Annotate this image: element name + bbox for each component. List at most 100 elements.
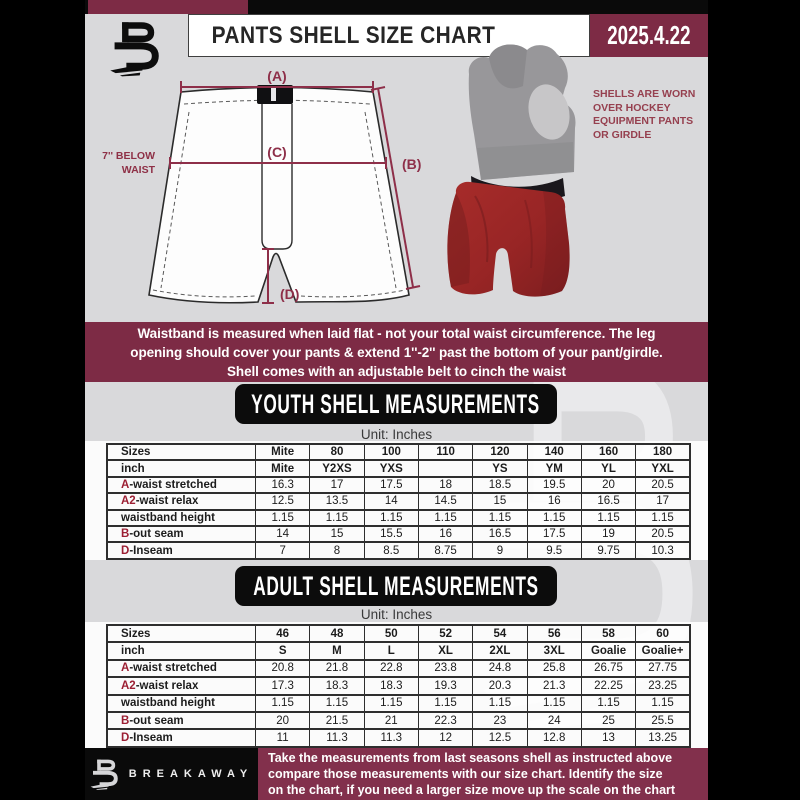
- cell-value: 25.5: [635, 710, 691, 731]
- table-row: A2-waist relax 12.5 13.5 14 14.5 15 16 16.5 17: [106, 492, 691, 511]
- table-row: waistband height 1.15 1.15 1.15 1.15 1.15 1.15…: [106, 508, 691, 527]
- row-label: A-waist stretched: [106, 658, 256, 679]
- cell-value: 8.5: [363, 541, 419, 560]
- cell-value: 20: [580, 475, 637, 495]
- youth-section-title: YOUTH SHELL MEASUREMENTS: [251, 388, 541, 419]
- waist-note-line1: 7'' BELOW: [102, 150, 155, 162]
- shell-product-photo: [447, 44, 576, 297]
- row-label: inch: [106, 459, 256, 478]
- cell-value: 56: [526, 623, 582, 644]
- cell-value: 20.5: [635, 475, 691, 495]
- footer: BREAKAWAY Take the measurements from las…: [85, 748, 708, 800]
- cell-value: 1.15: [580, 508, 637, 527]
- table-row: B-out seam 20 21.5 21 22.3 23 24 25 25.5: [106, 710, 691, 731]
- cell-value: YL: [580, 459, 637, 478]
- cell-value: 12: [417, 728, 474, 748]
- row-label: B-out seam: [106, 710, 256, 731]
- cell-value: 1.15: [472, 508, 528, 527]
- cell-value: 17.5: [363, 475, 419, 495]
- label-a: (A): [267, 68, 286, 84]
- table-row: inch Mite Y2XS YXS YS YM YL YXL: [106, 459, 691, 478]
- shell-measurement-diagram: (A) (B) (C) (D) 7'' BELOW WAIST: [102, 44, 576, 304]
- cell-value: 16.3: [254, 475, 311, 495]
- cell-value: 9.75: [580, 541, 637, 560]
- cell-value: 20.8: [254, 658, 311, 679]
- cell-value: 52: [417, 623, 474, 644]
- cell-value: YS: [472, 459, 528, 478]
- cell-value: 19.5: [526, 475, 582, 495]
- cell-value: 21.8: [309, 658, 365, 679]
- document-page: PANTS SHELL SIZE CHART 2025.4.22 (A) (B)…: [85, 0, 708, 800]
- table-row: inch S M L XL 2XL 3XL Goalie Goalie+: [106, 641, 691, 661]
- cell-value: 11: [254, 728, 311, 748]
- table-row: D-Inseam 7 8 8.5 8.75 9 9.5 9.75 10.3: [106, 541, 691, 560]
- cell-value: 2XL: [472, 641, 528, 661]
- cell-value: M: [309, 641, 365, 661]
- cell-value: 20.5: [635, 524, 691, 544]
- cell-value: 180: [635, 442, 691, 462]
- cell-value: YM: [526, 459, 582, 478]
- row-label: A2-waist relax: [106, 492, 256, 511]
- cell-value: YXL: [635, 459, 691, 478]
- cell-value: 46: [254, 623, 311, 644]
- cell-value: 1.15: [363, 508, 419, 527]
- cell-value: 23: [472, 710, 528, 731]
- cell-value: 1.15: [417, 508, 474, 527]
- table-row: waistband height 1.15 1.15 1.15 1.15 1.15 1.15…: [106, 693, 691, 713]
- cell-value: 13.25: [635, 728, 691, 748]
- cell-value: 1.15: [635, 693, 691, 713]
- cell-value: 1.15: [526, 508, 582, 527]
- cell-value: 18.3: [363, 676, 419, 696]
- cell-value: 21.5: [309, 710, 365, 731]
- cell-value: 16.5: [472, 524, 528, 544]
- fly-panel: [261, 104, 293, 250]
- cell-value: 24.8: [472, 658, 528, 679]
- youth-unit-label: Unit: Inches: [360, 427, 433, 442]
- cell-value: 1.15: [526, 693, 582, 713]
- cell-value: 1.15: [417, 693, 474, 713]
- cell-value: 12.5: [254, 492, 311, 511]
- cell-value: 12.5: [472, 728, 528, 748]
- measurement-info-banner: Waistband is measured when laid flat - n…: [85, 322, 708, 382]
- cell-value: 24: [526, 710, 582, 731]
- cell-value: 16: [417, 524, 474, 544]
- row-label: waistband height: [106, 508, 256, 527]
- row-label: inch: [106, 641, 256, 661]
- cell-value: YXS: [363, 459, 419, 478]
- cell-value: 100: [363, 442, 419, 462]
- cell-value: 18.3: [309, 676, 365, 696]
- table-row: Sizes Mite 80 100 110 120 140 160 180: [106, 442, 691, 462]
- cell-value: 25.8: [526, 658, 582, 679]
- cell-value: 120: [472, 442, 528, 462]
- cell-value: XL: [417, 641, 474, 661]
- cell-value: Y2XS: [309, 459, 365, 478]
- cell-value: 54: [472, 623, 528, 644]
- cell-value: 12.8: [526, 728, 582, 748]
- cell-value: 23.25: [635, 676, 691, 696]
- cell-value: 9: [472, 541, 528, 560]
- row-label: Sizes: [106, 623, 256, 644]
- stitch-lines: [152, 99, 406, 298]
- waist-note-line2: WAIST: [122, 164, 156, 176]
- cell-value: 27.75: [635, 658, 691, 679]
- cell-value: 9.5: [526, 541, 582, 560]
- footer-instructions: Take the measurements from last seasons …: [258, 748, 708, 800]
- cell-value: 25: [580, 710, 637, 731]
- cell-value: 26.75: [580, 658, 637, 679]
- row-label: D-Inseam: [106, 541, 256, 560]
- cell-value: 19.3: [417, 676, 474, 696]
- table-row: A-waist stretched 20.8 21.8 22.8 23.8 24.8 25.…: [106, 658, 691, 679]
- cell-value: 17.5: [526, 524, 582, 544]
- date-text: 2025.4.22: [607, 20, 691, 50]
- cell-value: Goalie+: [635, 641, 691, 661]
- cell-value: 19: [580, 524, 637, 544]
- cell-value: 17: [635, 492, 691, 511]
- cell-value: 13: [580, 728, 637, 748]
- cell-value: 8.75: [417, 541, 474, 560]
- label-c: (C): [267, 144, 286, 160]
- table-row: A-waist stretched 16.3 17 17.5 18 18.5 19.5 20 2…: [106, 475, 691, 495]
- cell-value: 13.5: [309, 492, 365, 511]
- photo-caption: SHELLS ARE WORN OVER HOCKEY EQUIPMENT PA…: [593, 88, 696, 141]
- cell-value: 15.5: [363, 524, 419, 544]
